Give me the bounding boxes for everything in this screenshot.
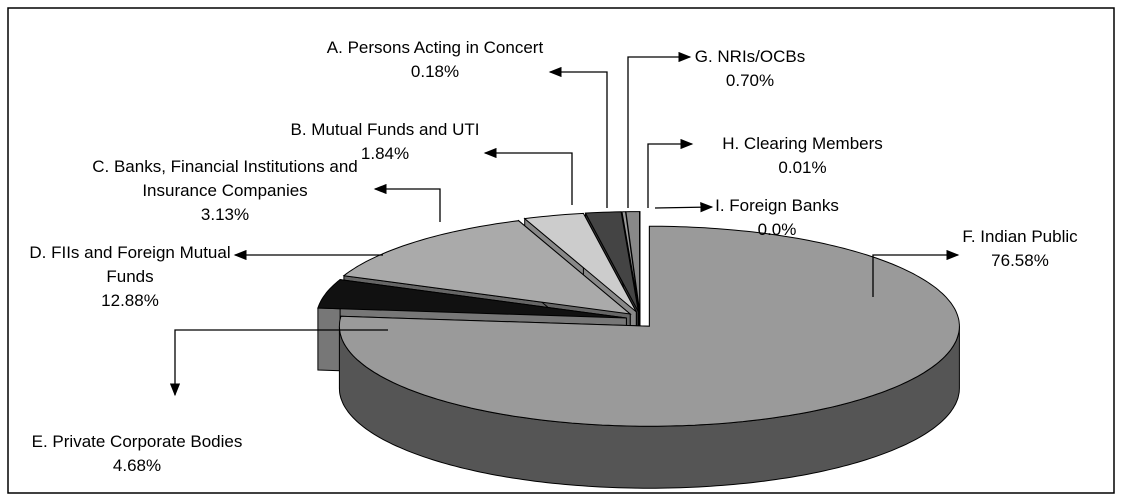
- category-label: E. Private Corporate Bodies: [31, 432, 243, 451]
- slice: [317, 279, 627, 319]
- slice-label: F. Indian Public 76.58%: [945, 225, 1095, 273]
- leader-arrow: [872, 249, 960, 297]
- slice-label: A. Persons Acting in Concert 0.18%: [300, 36, 570, 84]
- leader-arrow: [169, 329, 388, 397]
- leader-arrow: [654, 202, 714, 213]
- value-label: 3.13%: [200, 205, 250, 224]
- slice: [523, 212, 637, 313]
- category-label: F. Indian Public: [962, 227, 1078, 246]
- category-label: A. Persons Acting in Concert: [326, 38, 544, 57]
- leader-arrow: [627, 51, 692, 208]
- leader-arrow: [483, 147, 573, 205]
- slice-label: B. Mutual Funds and UTI 1.84%: [285, 118, 485, 166]
- slice: [342, 220, 632, 315]
- value-label: 76.58%: [991, 251, 1049, 270]
- value-label: 1.84%: [360, 144, 410, 163]
- category-label: C. Banks, Financial Institutions and Ins…: [92, 157, 358, 200]
- value-label: 12.88%: [101, 291, 159, 310]
- slice-label: I. Foreign Banks 0.0%: [712, 194, 842, 242]
- value-label: 4.68%: [112, 456, 162, 475]
- slice-label: D. FIIs and Foreign Mutual Funds 12.88%: [25, 241, 235, 313]
- value-label: 0.18%: [410, 62, 460, 81]
- slice-label: G. NRIs/OCBs 0.70%: [690, 45, 810, 93]
- value-label: 0.70%: [725, 71, 775, 90]
- leader-arrow: [548, 66, 608, 208]
- category-label: I. Foreign Banks: [715, 196, 839, 215]
- frame: [7, 7, 1115, 494]
- slice: [621, 211, 640, 312]
- category-label: G. NRIs/OCBs: [694, 47, 806, 66]
- category-label: B. Mutual Funds and UTI: [290, 120, 480, 139]
- slice-label: E. Private Corporate Bodies 4.68%: [22, 430, 252, 478]
- slice-label: C. Banks, Financial Institutions and Ins…: [75, 155, 375, 227]
- category-label: D. FIIs and Foreign Mutual Funds: [29, 243, 231, 286]
- slice-label: H. Clearing Members 0.01%: [695, 132, 910, 180]
- value-label: 0.01%: [778, 158, 827, 177]
- value-label: 0.0%: [757, 220, 797, 239]
- leader-arrow: [373, 183, 441, 222]
- category-label: H. Clearing Members: [722, 134, 883, 153]
- slice: [584, 211, 639, 312]
- leader-arrow: [647, 138, 694, 208]
- slice: [338, 225, 960, 427]
